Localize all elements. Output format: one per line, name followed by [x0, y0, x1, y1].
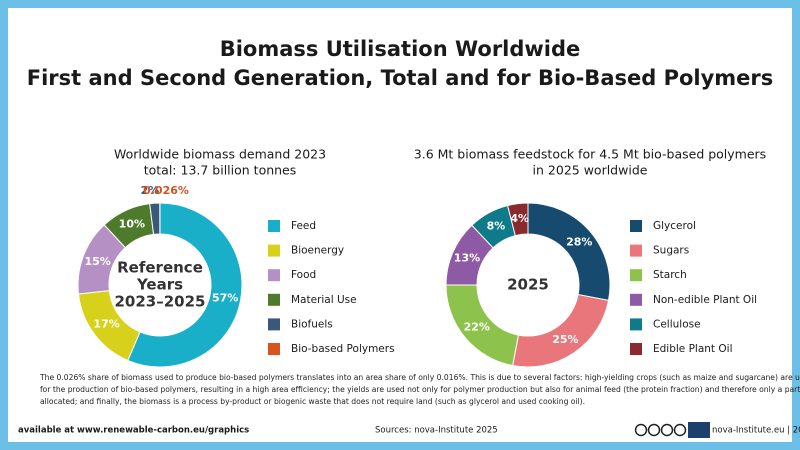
legend-swatch	[268, 293, 280, 306]
legend-label: Edible Plant Oil	[653, 343, 733, 355]
value-label: 22%	[464, 320, 490, 333]
footer-link: available at www.renewable-carbon.eu/gra…	[18, 426, 249, 436]
legend-swatch	[630, 220, 642, 232]
legend-swatch	[630, 269, 642, 282]
value-label: 57%	[212, 291, 238, 304]
footnote: The 0.026% share of biomass used to prod…	[39, 373, 800, 382]
legend-swatch	[268, 269, 280, 282]
legend-label: Bio-based Polymers	[291, 343, 395, 355]
legend-swatch	[268, 220, 280, 232]
value-label: 8%	[487, 220, 506, 233]
footnote: allocated; and finally, the biomass is a…	[40, 397, 585, 406]
title: Biomass Utilisation Worldwide	[220, 37, 581, 61]
donut-segment	[127, 202, 243, 368]
value-label: 17%	[93, 318, 119, 331]
value-label: 15%	[85, 255, 111, 268]
value-label: 2%	[141, 184, 160, 197]
legend-label: Starch	[653, 269, 687, 281]
legend-label: Glycerol	[653, 220, 696, 232]
value-label: 0.026%	[143, 184, 189, 197]
legend-label: Biofuels	[291, 318, 333, 330]
center-label: 2025	[507, 276, 549, 294]
center-label: 2023–2025	[115, 293, 206, 311]
footer-source: Sources: nova-Institute 2025	[375, 426, 498, 436]
legend-swatch	[630, 343, 642, 355]
value-label: 25%	[552, 333, 578, 346]
legend-swatch	[630, 318, 642, 331]
legend-swatch	[268, 343, 280, 355]
legend-label: Feed	[291, 220, 316, 232]
legend-label: Material Use	[291, 294, 357, 306]
legend-swatch	[630, 244, 642, 257]
center-label: Years	[136, 276, 183, 294]
legend-label: Bioenergy	[291, 245, 344, 257]
legend-label: Sugars	[653, 245, 689, 257]
license-icons	[634, 422, 710, 438]
legend-label: Cellulose	[653, 318, 701, 330]
footer-brand: nova-Institute.eu | 2026	[712, 426, 800, 436]
chart-subtitle: Worldwide biomass demand 2023	[114, 147, 326, 162]
legend-label: Food	[291, 269, 316, 281]
center-label: Reference	[117, 259, 203, 277]
title: First and Second Generation, Total and f…	[27, 66, 774, 90]
chart-subtitle: 3.6 Mt biomass feedstock for 4.5 Mt bio-…	[414, 147, 766, 162]
chart-subtitle: in 2025 worldwide	[533, 163, 648, 178]
value-label: 28%	[566, 236, 592, 249]
legend-swatch	[268, 244, 280, 257]
chart-subtitle: total: 13.7 billion tonnes	[144, 163, 297, 178]
value-label: 13%	[454, 252, 480, 265]
value-label: 4%	[510, 212, 529, 225]
legend-swatch	[268, 318, 280, 331]
legend-label: Non-edible Plant Oil	[653, 294, 757, 306]
footnote: for the production of bio-based polymers…	[40, 385, 800, 394]
donut-segment	[506, 202, 529, 237]
value-label: 10%	[119, 218, 145, 231]
legend-swatch	[630, 293, 642, 306]
